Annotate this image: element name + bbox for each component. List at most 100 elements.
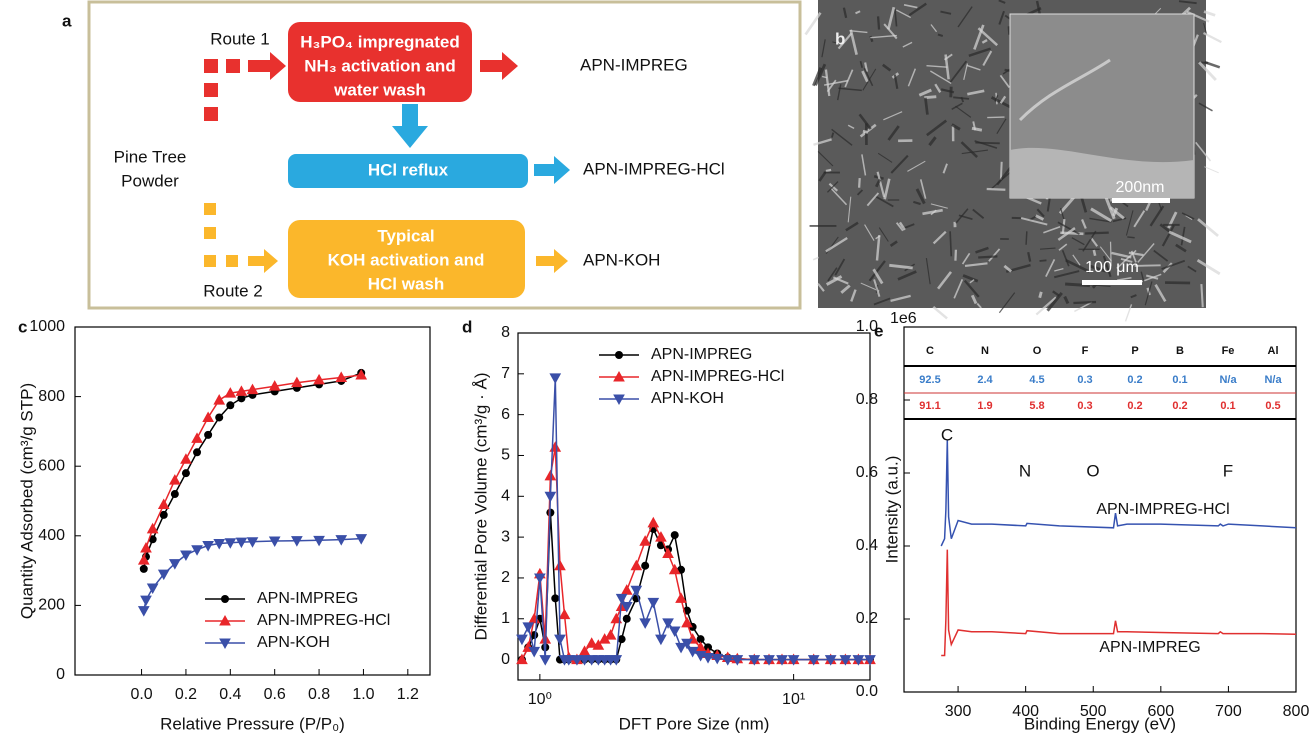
texture (972, 121, 977, 131)
texture (1109, 206, 1125, 220)
data-point (157, 569, 170, 581)
texture (971, 126, 983, 132)
texture (961, 252, 971, 265)
data-point (213, 394, 226, 405)
product: APN-IMPREG (580, 55, 688, 74)
y-tick-label: 0 (501, 651, 510, 668)
texture (954, 249, 958, 261)
texture (844, 69, 854, 88)
texture (837, 32, 853, 50)
legend-marker (613, 370, 625, 382)
step-text: HCl reflux (368, 160, 449, 179)
texture (1159, 223, 1172, 234)
data-point (668, 563, 681, 575)
x-tick-label: 1.2 (397, 686, 419, 703)
legend-marker (615, 351, 623, 359)
data-point (639, 618, 652, 629)
texture (907, 68, 917, 87)
texture (1117, 276, 1132, 281)
data-point (291, 536, 303, 547)
data-point (355, 534, 368, 545)
data-point (776, 655, 788, 666)
texture (1120, 257, 1133, 263)
texture (827, 267, 838, 282)
texture (919, 179, 927, 199)
data-point (670, 531, 679, 540)
texture (875, 235, 881, 261)
table-cell: 92.5 (919, 374, 940, 386)
texture (889, 263, 913, 270)
y-tick-label: 0.4 (856, 537, 878, 554)
texture (882, 63, 892, 72)
texture (897, 270, 917, 281)
data-point (148, 535, 157, 544)
texture (1125, 210, 1134, 236)
texture (968, 47, 991, 57)
texture (963, 63, 969, 81)
data-point (585, 637, 598, 648)
data-point (675, 642, 687, 654)
x-tick-label: 800 (1283, 703, 1310, 720)
diagram-panel: a Route 1 H₃PO₄ impregnated NH₃ activati… (62, 0, 802, 310)
texture (1178, 0, 1197, 5)
table-header: N (981, 345, 989, 357)
y-tick-label: 600 (38, 457, 65, 474)
data-point (721, 655, 734, 666)
texture (812, 256, 819, 261)
data-point (235, 537, 248, 549)
arrow (534, 156, 570, 184)
texture (825, 237, 848, 253)
texture (951, 102, 963, 111)
texture (858, 113, 872, 130)
texture (894, 9, 898, 27)
texture (1046, 292, 1063, 312)
data-point (140, 595, 152, 607)
inset-edge (1018, 58, 1111, 122)
table-cell: 0.2 (1172, 400, 1187, 412)
data-point (675, 592, 687, 603)
texture (861, 154, 867, 176)
texture (1090, 207, 1113, 223)
texture (821, 39, 826, 58)
texture (1054, 270, 1080, 279)
texture (1127, 236, 1135, 239)
texture (863, 67, 874, 87)
data-point (807, 655, 820, 666)
texture (1058, 243, 1068, 251)
step-box (288, 154, 528, 188)
step-text: water wash (333, 80, 426, 99)
data-point (592, 639, 605, 650)
data-point (544, 469, 557, 481)
texture (883, 178, 891, 200)
data-point (215, 413, 224, 422)
legend-label: APN-KOH (257, 634, 330, 651)
y-tick-label: 2 (501, 569, 510, 586)
series-line (143, 374, 362, 561)
data-point (291, 376, 303, 388)
texture (840, 284, 851, 294)
offset-label: 1e6 (890, 310, 917, 327)
data-point (711, 653, 724, 665)
data-point (551, 594, 560, 603)
x-tick-label: 400 (1012, 703, 1039, 720)
data-point (268, 380, 281, 391)
texture (830, 187, 848, 206)
y-axis-label: Intensity (a.u.) (882, 456, 901, 564)
data-point (620, 602, 633, 613)
data-point (170, 490, 179, 499)
texture (1007, 26, 1011, 35)
texture (1109, 241, 1112, 266)
x-tick-label: 600 (1147, 703, 1174, 720)
texture (973, 24, 985, 50)
table-cell: 0.5 (1265, 400, 1280, 412)
data-point (824, 655, 837, 666)
data-point (157, 498, 170, 509)
product: APN-KOH (583, 250, 660, 269)
data-point (852, 655, 865, 666)
data-point (534, 573, 546, 584)
table-cell: 5.8 (1029, 400, 1044, 412)
texture (834, 258, 846, 276)
texture (1124, 304, 1133, 322)
texture (868, 260, 886, 282)
route1-dots (204, 52, 286, 121)
